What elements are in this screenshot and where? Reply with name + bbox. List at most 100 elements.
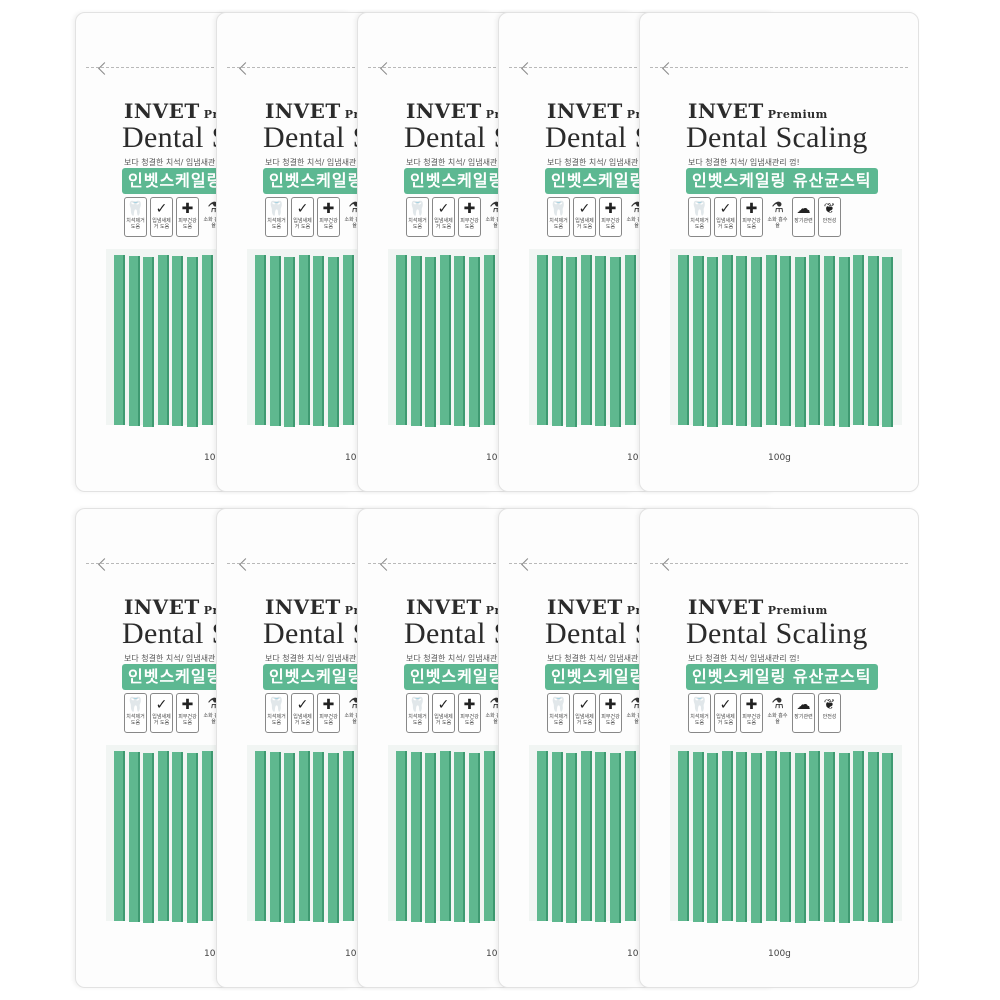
dental-stick bbox=[580, 751, 592, 921]
tooth-icon: 🦷 치석제거 도움 bbox=[124, 693, 147, 733]
net-weight: 100g bbox=[486, 453, 509, 463]
dental-stick bbox=[114, 255, 125, 425]
net-weight: 100g bbox=[204, 453, 227, 463]
dental-stick bbox=[838, 257, 850, 427]
dental-stick bbox=[157, 255, 169, 425]
product-tagline: 보다 청결한 치석/ 입냄새관리 껌! bbox=[265, 158, 377, 167]
tooth-icon: 🦷 치석제거 도움 bbox=[547, 693, 570, 733]
dental-stick bbox=[624, 751, 636, 921]
dental-stick bbox=[128, 752, 140, 922]
dental-stick bbox=[396, 751, 407, 921]
dental-stick bbox=[172, 256, 184, 426]
plus-icon: ✚ 피부건강 도움 bbox=[740, 693, 763, 733]
dental-stick bbox=[342, 255, 354, 425]
dental-stick bbox=[736, 256, 748, 426]
dental-stick bbox=[255, 751, 266, 921]
dental-stick bbox=[751, 257, 762, 427]
dental-stick bbox=[692, 752, 704, 922]
tooth-icon: 🦷 치석제거 도움 bbox=[406, 693, 429, 733]
plus-icon: ✚ 피부건강 도움 bbox=[176, 197, 199, 237]
dental-stick bbox=[284, 257, 296, 427]
product-tagline: 보다 청결한 치석/ 입냄새관리 껌! bbox=[124, 158, 236, 167]
dental-stick bbox=[269, 256, 281, 426]
checkmark-leaf-icon: ✓ 입냄새제거 도움 bbox=[714, 693, 737, 733]
dental-stick bbox=[537, 255, 548, 425]
stick-window bbox=[670, 745, 902, 923]
product-tagline: 보다 청결한 치석/ 입냄새관리 껌! bbox=[265, 654, 377, 663]
dental-stick bbox=[114, 751, 125, 921]
tear-notch-line bbox=[86, 563, 344, 564]
product-tagline: 보다 청결한 치석/ 입냄새관리 껌! bbox=[547, 158, 659, 167]
plus-icon: ✚ 피부건강 도움 bbox=[176, 693, 199, 733]
dental-stick bbox=[580, 255, 592, 425]
dental-stick bbox=[483, 255, 495, 425]
dental-stick bbox=[678, 255, 689, 425]
dental-stick bbox=[410, 752, 422, 922]
net-weight: 100g bbox=[627, 453, 650, 463]
dental-stick bbox=[187, 257, 198, 427]
stick-window bbox=[670, 249, 902, 427]
dental-stick bbox=[595, 256, 607, 426]
dental-stick bbox=[483, 751, 495, 921]
checkmark-leaf-icon: ✓ 입냄새제거 도움 bbox=[432, 693, 455, 733]
dental-stick bbox=[867, 256, 879, 426]
net-weight: 100g bbox=[768, 453, 791, 463]
checkmark-leaf-icon: ✓ 입냄새제거 도움 bbox=[714, 197, 737, 237]
tooth-icon: 🦷 치석제거 도움 bbox=[265, 693, 288, 733]
tooth-icon: 🦷 치석제거 도움 bbox=[547, 197, 570, 237]
tear-notch-line bbox=[227, 67, 485, 68]
dental-stick bbox=[692, 256, 704, 426]
dental-stick bbox=[396, 255, 407, 425]
tear-notch-line bbox=[368, 67, 626, 68]
dental-stick bbox=[610, 257, 621, 427]
dental-stick bbox=[143, 257, 155, 427]
tooth-icon: 🦷 치석제거 도움 bbox=[688, 197, 711, 237]
dental-stick bbox=[780, 752, 792, 922]
dental-stick bbox=[255, 255, 266, 425]
net-weight: 100g bbox=[345, 453, 368, 463]
dental-stick bbox=[736, 752, 748, 922]
dental-stick bbox=[824, 256, 835, 426]
korean-product-label: 인벳스케일링 유산균스틱 bbox=[686, 168, 878, 194]
checkmark-leaf-icon: ✓ 입냄새제거 도움 bbox=[150, 197, 173, 237]
net-weight: 100g bbox=[204, 949, 227, 959]
dental-stick bbox=[824, 752, 835, 922]
dental-stick bbox=[765, 255, 777, 425]
tear-notch-line bbox=[227, 563, 485, 564]
dental-stick bbox=[765, 751, 777, 921]
dental-stick bbox=[838, 753, 850, 923]
product-tagline: 보다 청결한 치석/ 입냄새관리 껌! bbox=[406, 654, 518, 663]
dental-stick bbox=[566, 753, 578, 923]
dental-stick bbox=[794, 257, 806, 427]
checkmark-leaf-icon: ✓ 입냄새제거 도움 bbox=[432, 197, 455, 237]
tooth-icon: 🦷 치석제거 도움 bbox=[688, 693, 711, 733]
tear-notch-line bbox=[509, 67, 767, 68]
dental-stick bbox=[721, 255, 733, 425]
tear-notch-line bbox=[650, 67, 908, 68]
dental-stick bbox=[809, 751, 821, 921]
plus-icon: ✚ 피부건강 도움 bbox=[317, 693, 340, 733]
dental-stick bbox=[809, 255, 821, 425]
net-weight: 100g bbox=[345, 949, 368, 959]
dental-stick bbox=[410, 256, 422, 426]
tear-notch-line bbox=[368, 563, 626, 564]
dental-stick bbox=[595, 752, 607, 922]
net-weight: 100g bbox=[486, 949, 509, 959]
dental-stick bbox=[425, 753, 437, 923]
dental-stick bbox=[882, 257, 894, 427]
dental-stick bbox=[707, 753, 719, 923]
plus-icon: ✚ 피부건강 도움 bbox=[458, 693, 481, 733]
dental-stick bbox=[328, 257, 339, 427]
product-tagline: 보다 청결한 치석/ 입냄새관리 껌! bbox=[688, 654, 800, 663]
intestine-icon: ☁장기관련 bbox=[792, 693, 815, 733]
korean-product-label: 인벳스케일링 유산균스틱 bbox=[686, 664, 878, 690]
dental-stick bbox=[439, 255, 451, 425]
tooth-icon: 🦷 치석제거 도움 bbox=[265, 197, 288, 237]
dental-stick bbox=[794, 753, 806, 923]
intestine-icon: ☁장기관련 bbox=[792, 197, 815, 237]
dental-stick bbox=[551, 752, 563, 922]
dental-stick bbox=[853, 255, 865, 425]
